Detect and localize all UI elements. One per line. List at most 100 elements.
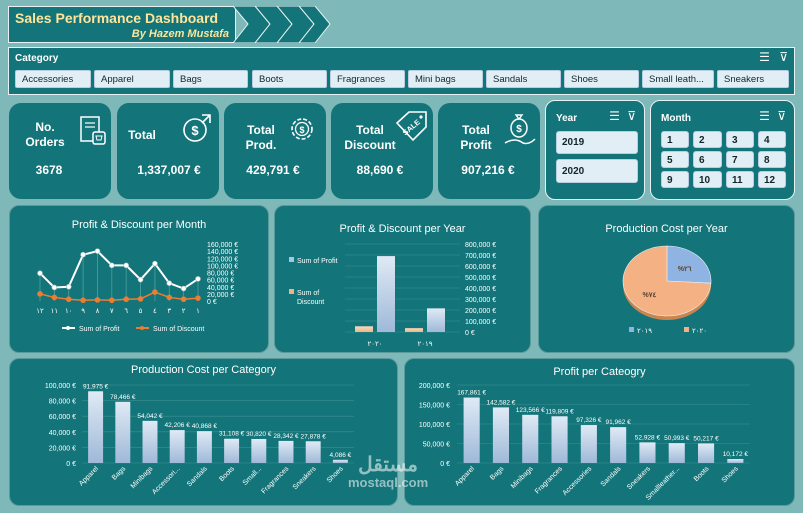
month-option-10[interactable]: 10 [693,171,722,188]
x-tick-label: Boots [218,465,236,483]
y-tick-label: 300,000 € [465,297,496,304]
bar-chart-svg: 100,000 € 80,000 € 60,000 € 40,000 € 20,000 … [45,383,354,496]
bar [522,414,539,463]
kpi-discount-value: 88,690 € [356,163,404,177]
x-tick-label: Minibags [510,465,535,490]
gear-dollar-icon: $ [291,118,313,140]
x-tick-label: Fragrances [534,465,564,495]
profit-point [37,270,43,277]
x-tick-label: Apparel [454,465,476,487]
chart-title: Profit & Discount per Year [339,223,466,235]
watermark: مستقل mostaql.com [348,455,428,490]
dollar-coin-icon: $ [183,114,211,142]
kpi-production: Total Prod. 429,791 € $ [224,103,326,199]
dashboard-title: Sales Performance Dashboard [15,10,219,26]
month-option-1[interactable]: 1 [661,131,689,148]
data-label: 123,566 € [516,407,545,414]
kpi-orders: No. Orders 3678 [9,103,111,199]
data-label: 142,582 € [486,399,515,406]
orders-document-icon [80,116,106,145]
category-item-mini-bags[interactable]: Mini bags [408,70,483,88]
y-tick-label: 60,000 € [49,414,76,421]
y-tick-label: 100,000 € [465,319,496,326]
clear-filter-icon[interactable]: ⊽ [779,50,788,64]
y-tick-label: 140,000 € [207,249,238,256]
y-tick-label: 40,000 € [49,430,76,437]
y-tick-label: 500,000 € [465,275,496,282]
month-slicer: Month ☰ ⊽ 1 2 3 4 5 6 7 8 9 10 11 12 [650,100,795,200]
month-option-12[interactable]: 12 [758,171,786,188]
x-tick-label: ٣ [167,308,171,315]
multi-select-icon[interactable]: ☰ [609,109,620,123]
year-slicer-title: Year [556,113,578,124]
data-label: 10,172 € [723,451,749,458]
clear-filter-icon[interactable]: ⊽ [777,109,786,123]
x-tick-label: Sneakers [292,465,318,491]
category-item-sandals[interactable]: Sandals [486,70,561,88]
discount-point [180,296,187,303]
bar [551,416,568,463]
month-option-7[interactable]: 7 [726,151,754,168]
bar [169,430,185,463]
legend-marker-discount [140,326,144,330]
category-item-accessories[interactable]: Accessories [15,70,91,88]
profit-point [152,260,158,267]
month-option-4[interactable]: 4 [758,131,786,148]
profit-point [166,280,173,286]
year-slicer-controls: ☰ ⊽ [609,109,636,123]
month-option-8[interactable]: 8 [758,151,786,168]
chevron-arrows-icon [233,6,331,43]
data-label: 119,809 € [545,408,574,415]
category-item-fragrances[interactable]: Fragrances [330,70,405,88]
month-option-6[interactable]: 6 [693,151,722,168]
kpi-profit-value: 907,216 € [461,163,515,177]
chart-title: Profit per Cateogry [553,366,646,378]
x-tick-label: ٥ [139,308,143,315]
month-option-9[interactable]: 9 [661,171,689,188]
kpi-production-value: 429,791 € [246,163,300,177]
x-tick-label: ٨ [96,308,100,315]
x-tick-label: Sandals [600,465,623,488]
bar [88,391,104,463]
legend-label-discount: Sum of [297,290,319,297]
category-item-bags[interactable]: Bags [173,70,248,88]
pie-chart-svg: %٢٦ %٧٤ ٢٠١٩ ٢٠٢٠ [622,245,712,335]
category-item-apparel[interactable]: Apparel [94,70,170,88]
profit-point [94,248,101,254]
discount-point [51,294,58,301]
data-label: 31,108 € [219,431,245,438]
y-tick-label: 200,000 € [419,383,450,390]
x-tick-label: ١٢ [36,308,44,315]
month-option-5[interactable]: 5 [661,151,689,168]
watermark-latin: mostaql.com [348,475,429,490]
bar-chart-svg: 200,000 € 150,000 € 100,000 € 50,000 € 0 € 16… [419,383,750,502]
discount-point [166,294,173,301]
category-item-small-leather[interactable]: Small leath... [642,70,714,88]
y-tick-label: 80,000 € [207,271,234,278]
x-tick-label: Boots [693,465,711,483]
chart-profit-discount-month: ١٢ ١١ ١٠ ٩ ٨ ٧ ٦ ٥ ٤ ٣ ٢ ١ 160,000 €140,000 €120,000… [9,205,269,353]
month-option-2[interactable]: 2 [693,131,722,148]
category-item-sneakers[interactable]: Sneakers [717,70,789,88]
x-tick-label: Sandals [186,465,209,488]
legend-marker-profit [66,326,70,330]
month-option-11[interactable]: 11 [726,171,754,188]
multi-select-icon[interactable]: ☰ [759,109,770,123]
month-option-3[interactable]: 3 [726,131,754,148]
category-item-boots[interactable]: Boots [252,70,327,88]
multi-select-icon[interactable]: ☰ [759,50,770,64]
bar [278,440,294,463]
year-option-2020[interactable]: 2020 [556,159,638,183]
bar [463,397,480,463]
category-item-shoes[interactable]: Shoes [564,70,639,88]
y-tick-label: 200,000 € [465,308,496,315]
profit-point [195,276,201,282]
clear-filter-icon[interactable]: ⊽ [627,109,636,123]
legend-swatch-2020 [684,327,689,332]
bar [251,438,267,463]
y-tick-label: 0 € [465,330,475,337]
y-tick-label: 0 € [440,461,450,468]
year-option-2019[interactable]: 2019 [556,131,638,154]
month-slicer-title: Month [661,113,691,124]
x-tick-label: ١ [196,308,200,315]
